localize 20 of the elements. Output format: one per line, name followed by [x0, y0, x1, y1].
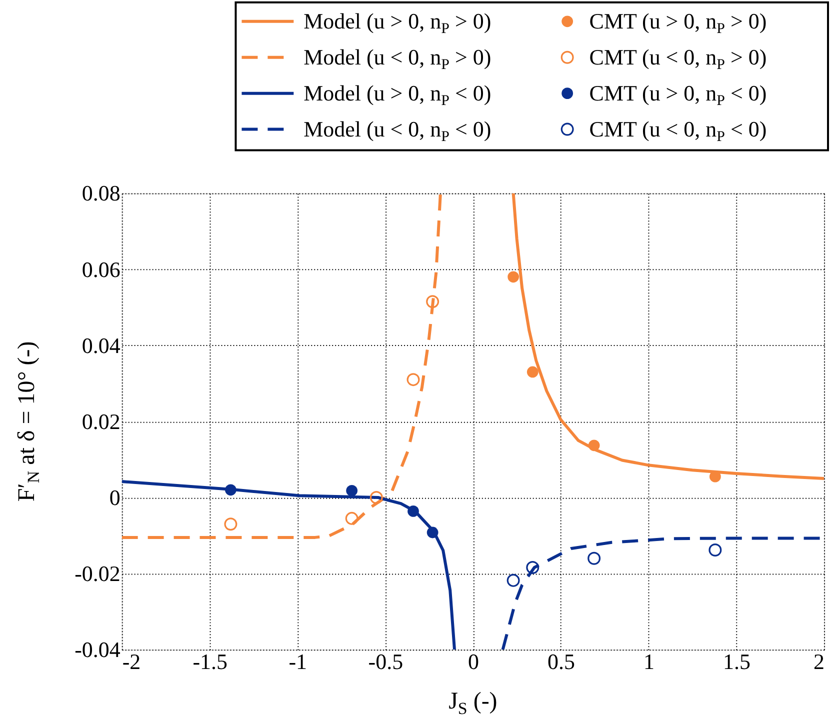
x-tick-label: -1.5: [192, 649, 228, 674]
line-series: [122, 480, 456, 650]
x-tick-label: 1.5: [723, 649, 750, 674]
x-tick-label: 0: [468, 649, 479, 674]
x-tick-label: 1: [643, 649, 654, 674]
y-tick-label: 0.02: [82, 408, 120, 434]
y-axis-title: F′N at δ = 10° (-): [14, 341, 44, 502]
y-tick-label: 0.06: [82, 256, 120, 282]
x-tick-label: -2: [122, 649, 141, 674]
line-series: [512, 193, 824, 480]
y-tick-label: -0.02: [74, 561, 120, 586]
y-tick-label: 0.04: [82, 332, 120, 358]
y-tick-label: 0.08: [82, 180, 120, 206]
line-series: [122, 193, 442, 539]
x-tick-label: 0.5: [547, 649, 575, 674]
x-tick-label: -0.5: [368, 649, 404, 674]
y-tick-label: 0: [109, 484, 120, 510]
x-tick-label: 2: [814, 649, 825, 674]
x-tick-label: -1: [288, 649, 308, 674]
y-tick-label: -0.04: [74, 637, 120, 662]
